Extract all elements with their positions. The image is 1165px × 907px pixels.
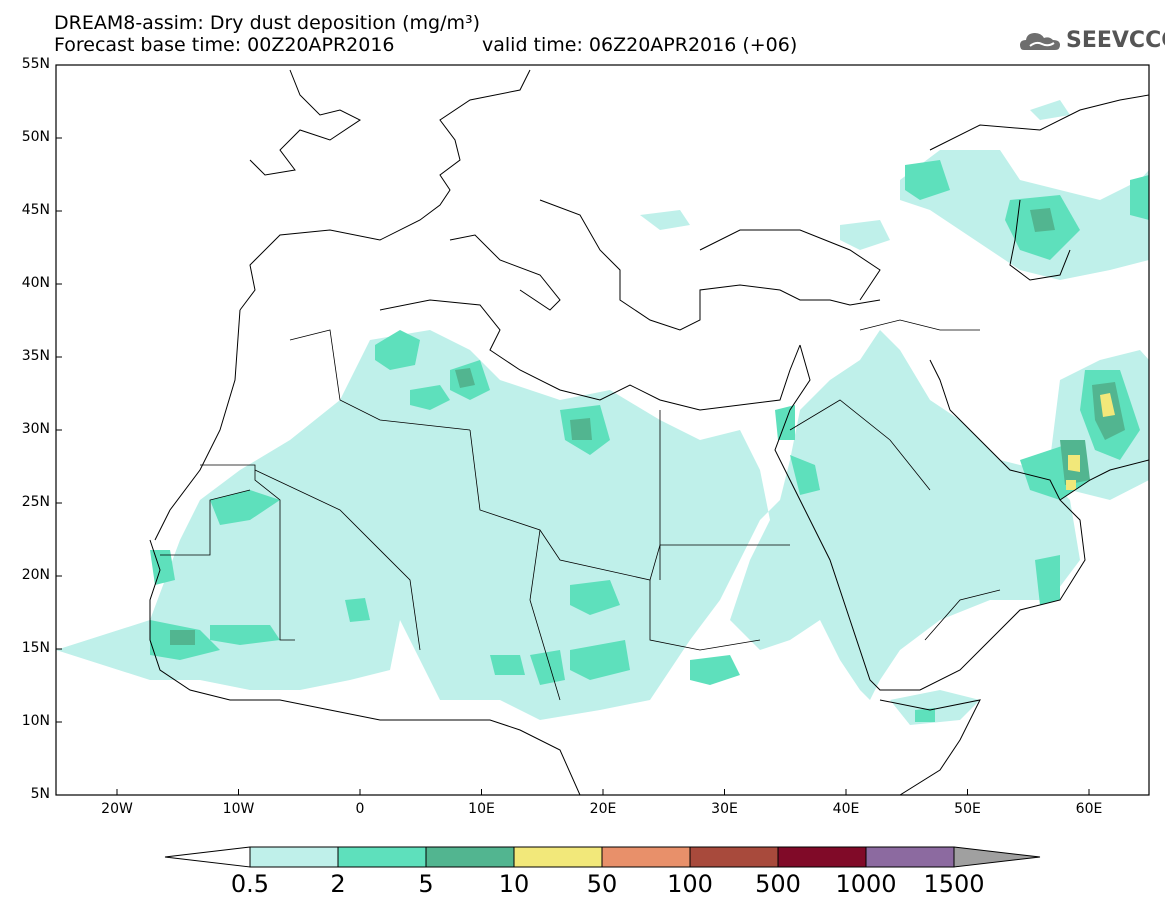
colorbar-label: 0.5 [230,870,270,898]
colorbar-label: 50 [586,870,618,898]
colorbar-segment [865,846,955,868]
colorbar-segment [601,846,691,868]
colorbar-label: 2 [330,870,346,898]
cloud-logo-icon [1020,33,1060,50]
lon-label: 10W [222,801,255,817]
map-title: DREAM8-assim: Dry dust deposition (mg/m³… [54,12,481,34]
valid-time: valid time: 06Z20APR2016 (+06) [482,34,798,56]
lat-label: 30N [21,421,50,437]
colorbar-label: 1000 [835,870,897,898]
lon-label: 0 [355,801,365,817]
country-borders [160,319,1001,701]
colorbar-underflow [164,846,251,868]
colorbar-label: 500 [755,870,801,898]
lat-label: 5N [30,786,50,802]
colorbar-segment [777,846,867,868]
colorbar-label: 1500 [923,870,985,898]
lat-label: 50N [21,129,50,145]
lat-label: 55N [21,56,50,72]
colorbar-overflow [953,846,1041,868]
lat-label: 20N [21,567,50,583]
colorbar-segment [425,846,515,868]
coastlines [149,69,1149,795]
colorbar-segment [337,846,427,868]
colorbar-label: 5 [418,870,434,898]
colorbar-segment [249,846,339,868]
lat-label: 25N [21,494,50,510]
lat-label: 35N [21,348,50,364]
lat-label: 15N [21,640,50,656]
colorbar-segment [513,846,603,868]
lat-label: 40N [21,275,50,291]
dust-field-very-strong [1066,393,1115,490]
logo-text: SEEVCCC [1066,28,1165,53]
lon-label: 50E [954,801,981,817]
colorbar [164,846,1041,868]
lon-label: 60E [1075,801,1103,817]
forecast-base-time: Forecast base time: 00Z20APR2016 [54,34,395,56]
lon-label: 20W [101,801,133,817]
colorbar-label: 10 [498,870,530,898]
lon-label: 30E [711,801,738,817]
colorbar-label: 100 [667,870,713,898]
lon-label: 10E [468,801,495,817]
lon-label: 20E [589,801,617,817]
lat-label: 10N [21,713,50,729]
lat-label: 45N [21,202,50,218]
lon-label: 40E [832,801,860,817]
colorbar-segment [689,846,779,868]
